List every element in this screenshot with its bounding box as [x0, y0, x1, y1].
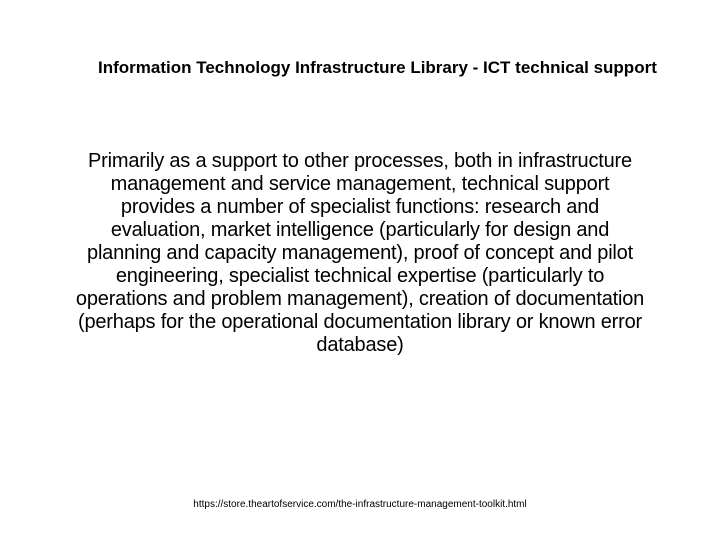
slide-title: Information Technology Infrastructure Li… — [98, 58, 660, 78]
slide-container: Information Technology Infrastructure Li… — [0, 0, 720, 540]
slide-body: Primarily as a support to other processe… — [72, 150, 648, 357]
slide-footer-link: https://store.theartofservice.com/the-in… — [0, 499, 720, 510]
